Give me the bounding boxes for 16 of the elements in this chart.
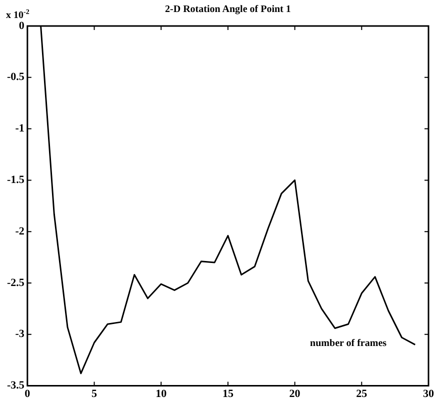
y-tick-label: -1.5	[6, 174, 25, 186]
y-tick-label: -3.5	[6, 380, 25, 392]
x-tick-label: 10	[156, 388, 168, 400]
y-tick-label: -2	[15, 225, 25, 238]
x-tick-label: 25	[356, 388, 368, 400]
y-tick-label: 0	[18, 20, 25, 32]
x-tick-label: 15	[222, 388, 234, 400]
y-tick-label: -2.5	[6, 276, 25, 289]
x-tick-label: 5	[92, 388, 98, 400]
x-tick-label: 30	[423, 388, 434, 400]
y-tick-label: -0.5	[6, 71, 25, 84]
y-tick-label: -1	[15, 122, 24, 135]
x-tick-label: 20	[289, 388, 301, 400]
x-axis-title: number of frames	[310, 338, 387, 349]
y-tick-label: -3	[15, 328, 25, 340]
chart-title: 2-D Rotation Angle of Point 1	[165, 4, 291, 15]
